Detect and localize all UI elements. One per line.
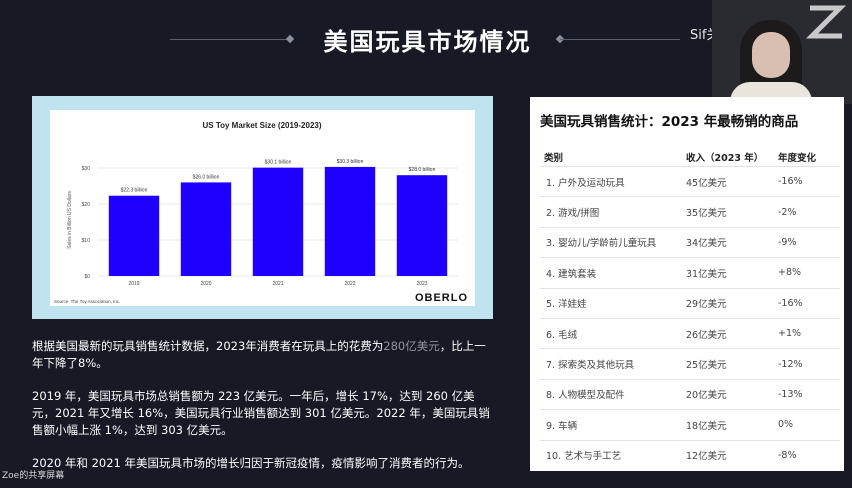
cell-change: +1% xyxy=(774,317,840,349)
x-tick-label: 2022 xyxy=(344,281,355,287)
bar-data-label: $30.3 billion xyxy=(337,159,364,165)
description-p1-suffix: ，比上一年下降了8%。 xyxy=(32,339,486,370)
table-title: 美国玩具销售统计：2023 年最畅销的商品 xyxy=(540,114,799,130)
cell-category: 6. 毛绒 xyxy=(540,317,682,349)
y-tick-label: $30 xyxy=(82,166,91,172)
cell-revenue: 34亿美元 xyxy=(682,226,774,258)
table-row: 7. 探索类及其他玩具 25亿美元 -12% xyxy=(540,348,840,380)
table-row: 5. 洋娃娃 29亿美元 -16% xyxy=(540,287,840,319)
table-row: 2. 游戏/拼图 35亿美元 -2% xyxy=(540,196,840,228)
bar-chart: US Toy Market Size (2019-2023) Sales in … xyxy=(54,121,468,304)
cell-category: 3. 婴幼儿/学龄前儿童玩具 xyxy=(540,226,682,258)
y-tick-label: $0 xyxy=(84,274,90,280)
cell-category: 9. 车辆 xyxy=(540,409,682,441)
description-paragraph-3: 2020 年和 2021 年美国玩具市场的增长归因于新冠疫情，疫情影响了消费者的… xyxy=(32,456,470,470)
table-row: 1. 户外及运动玩具 45亿美元 -16% xyxy=(540,165,840,197)
cell-category: 4. 建筑套装 xyxy=(540,257,682,289)
cell-revenue: 29亿美元 xyxy=(682,287,774,319)
brand-logo: OBERLO xyxy=(415,292,468,304)
cell-change: -8% xyxy=(774,439,840,470)
cell-change: 0% xyxy=(774,409,840,441)
title-diamond-left xyxy=(285,34,295,44)
description: 根据美国最新的玩具销售统计数据，2023年消费者在玩具上的花费为280亿美元，比… xyxy=(32,338,497,488)
table-row: 10. 艺术与手工艺 12亿美元 -8% xyxy=(540,439,840,470)
table-row: 6. 毛绒 26亿美元 +1% xyxy=(540,317,840,349)
y-tick-label: $20 xyxy=(82,202,91,208)
cell-revenue: 35亿美元 xyxy=(682,196,774,228)
header-change: 年度变化 xyxy=(778,152,817,164)
cell-change: -16% xyxy=(774,165,840,197)
cell-change: -2% xyxy=(774,196,840,228)
chart-ylabel: Sales in Billion US Dollars xyxy=(67,191,73,249)
cell-category: 2. 游戏/拼图 xyxy=(540,196,682,228)
cell-revenue: 20亿美元 xyxy=(682,378,774,410)
x-tick-label: 2019 xyxy=(128,281,139,287)
table-row: 8. 人物模型及配件 20亿美元 -13% xyxy=(540,378,840,410)
title-rule-right xyxy=(560,39,680,40)
cell-change: -13% xyxy=(774,378,840,410)
cell-change: -16% xyxy=(774,287,840,319)
header-category: 类别 xyxy=(544,152,564,164)
table-row: 3. 婴幼儿/学龄前儿童玩具 34亿美元 -9% xyxy=(540,226,840,258)
sales-table: 类别 收入（2023 年） 年度变化 1. 户外及运动玩具 45亿美元 -16% 2… xyxy=(540,147,840,470)
chart-card: US Toy Market Size (2019-2023) Sales in … xyxy=(50,110,475,306)
cell-revenue: 25亿美元 xyxy=(682,348,774,380)
presenter-face xyxy=(752,32,790,78)
cell-change: +8% xyxy=(774,257,840,289)
chart-bar xyxy=(396,175,448,276)
title-rule-left xyxy=(170,39,290,40)
screen-share-label: Zoe的共享屏幕 xyxy=(2,471,65,481)
header-revenue: 收入（2023 年） xyxy=(686,152,764,164)
x-tick-label: 2021 xyxy=(272,281,283,287)
description-p1-prefix: 根据美国最新的玩具销售统计数据，2023年消费者在玩具上的花费为 xyxy=(32,339,384,353)
slide-header: 美国玩具市场情况 xyxy=(0,0,852,70)
cell-revenue: 45亿美元 xyxy=(682,165,774,197)
table-header-row: 类别 收入（2023 年） 年度变化 xyxy=(540,147,840,167)
table-row: 4. 建筑套装 31亿美元 +8% xyxy=(540,257,840,289)
chart-bar xyxy=(108,195,160,276)
description-paragraph-1: 根据美国最新的玩具销售统计数据，2023年消费者在玩具上的花费为280亿美元，比… xyxy=(32,338,497,372)
cell-category: 7. 探索类及其他玩具 xyxy=(540,348,682,380)
chart-bar xyxy=(252,167,304,276)
slide-title: 美国玩具市场情况 xyxy=(323,28,532,56)
chart-bar xyxy=(180,182,232,276)
cell-revenue: 12亿美元 xyxy=(682,439,774,470)
description-p1-highlight: 280亿美元 xyxy=(383,339,440,353)
chart-title: US Toy Market Size (2019-2023) xyxy=(202,121,321,130)
x-tick-label: 2023 xyxy=(416,281,427,287)
bar-data-label: $30.1 billion xyxy=(265,160,292,166)
cell-category: 10. 艺术与手工艺 xyxy=(540,439,682,470)
webcam-video xyxy=(712,0,852,104)
description-paragraph-2: 2019 年，美国玩具市场总销售额为 223 亿美元。一年后，增长 17%，达到… xyxy=(32,389,490,437)
cell-revenue: 26亿美元 xyxy=(682,317,774,349)
cell-revenue: 18亿美元 xyxy=(682,409,774,441)
bar-data-label: $28.0 billion xyxy=(409,167,436,173)
cell-change: -12% xyxy=(774,348,840,380)
bar-data-label: $26.0 billion xyxy=(193,174,220,180)
chart-bar xyxy=(324,166,376,276)
y-tick-label: $10 xyxy=(82,238,91,244)
bar-data-label: $22.3 billion xyxy=(121,188,148,194)
cell-change: -9% xyxy=(774,226,840,258)
watermark-logo-icon xyxy=(805,5,847,39)
sales-table-panel: 美国玩具销售统计：2023 年最畅销的商品 类别 收入（2023 年） 年度变化… xyxy=(530,97,844,471)
cell-category: 1. 户外及运动玩具 xyxy=(540,165,682,197)
chart-source: Source: The Toy Association, Inc. xyxy=(54,299,120,304)
x-tick-label: 2020 xyxy=(200,281,211,287)
table-row: 9. 车辆 18亿美元 0% xyxy=(540,409,840,441)
cell-revenue: 31亿美元 xyxy=(682,257,774,289)
chart-panel: US Toy Market Size (2019-2023) Sales in … xyxy=(32,96,493,319)
cell-category: 5. 洋娃娃 xyxy=(540,287,682,319)
cell-category: 8. 人物模型及配件 xyxy=(540,378,682,410)
